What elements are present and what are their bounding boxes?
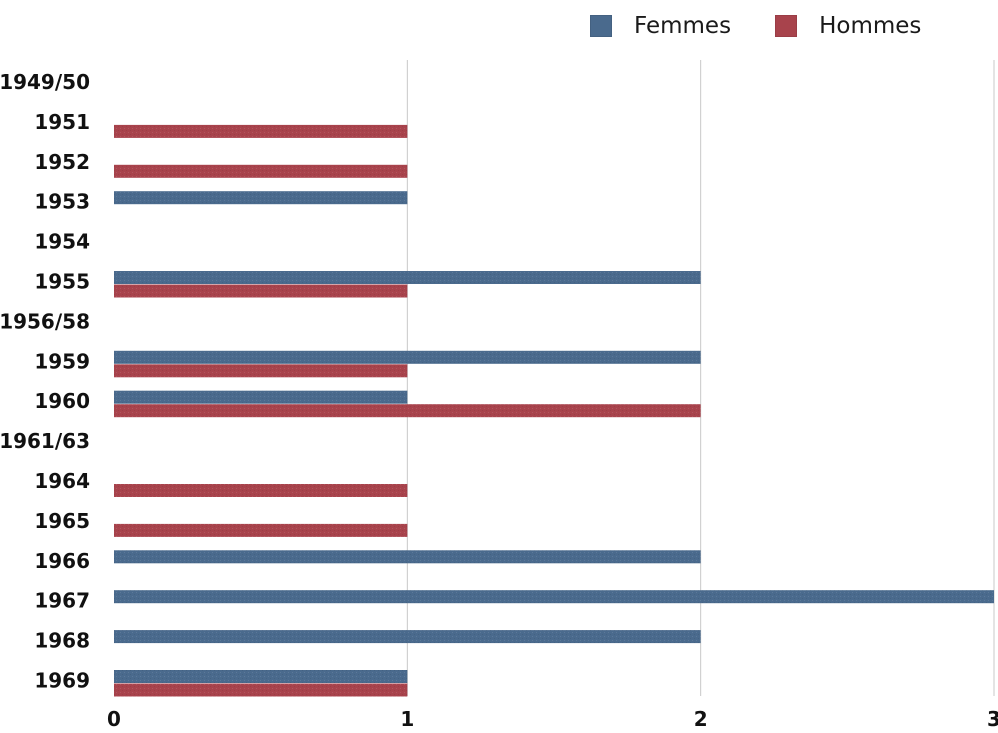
x-tick-label: 1 xyxy=(400,707,414,731)
bar-texture xyxy=(114,284,408,298)
y-tick-label: 1949/50 xyxy=(0,70,90,94)
bar-texture xyxy=(114,364,408,378)
y-tick-label: 1960 xyxy=(34,389,90,413)
y-tick-label: 1954 xyxy=(34,230,90,254)
bar-texture xyxy=(114,630,701,644)
y-tick-label: 1953 xyxy=(34,190,90,214)
bar-texture xyxy=(114,670,408,683)
y-tick-label: 1965 xyxy=(34,509,90,533)
y-axis-labels: 1949/50 1951 1952 1953 1954 1955 1956/58 1959 19… xyxy=(0,70,90,693)
legend-swatch-hommes xyxy=(775,15,798,37)
x-tick-label: 3 xyxy=(987,707,998,731)
y-tick-label: 1961/63 xyxy=(0,429,90,453)
y-tick-label: 1952 xyxy=(34,150,90,174)
bar-texture xyxy=(114,390,408,404)
bar-texture xyxy=(114,523,408,537)
bar-texture xyxy=(114,124,408,138)
y-tick-label: 1968 xyxy=(34,629,90,653)
bar-texture xyxy=(114,191,408,205)
bar-texture xyxy=(114,350,701,364)
legend-item-femmes: Femmes xyxy=(590,13,731,39)
bar-texture xyxy=(114,404,701,418)
x-tick-label: 2 xyxy=(694,707,708,731)
y-tick-label: 1959 xyxy=(34,349,90,373)
legend-label-femmes: Femmes xyxy=(634,13,732,39)
bar-texture xyxy=(114,590,994,604)
bars xyxy=(114,124,994,697)
legend: Femmes Hommes xyxy=(590,8,965,44)
y-tick-label: 1955 xyxy=(34,270,90,294)
y-tick-label: 1966 xyxy=(34,549,90,573)
legend-item-hommes: Hommes xyxy=(775,13,921,39)
bar-texture xyxy=(114,484,408,497)
bar-texture xyxy=(114,164,408,178)
legend-label-hommes: Hommes xyxy=(819,13,922,39)
legend-swatch-femmes xyxy=(590,15,612,37)
x-tick-label: 0 xyxy=(107,707,121,731)
y-tick-label: 1964 xyxy=(34,469,90,493)
bar-texture xyxy=(114,271,701,284)
x-axis-labels: 0 1 2 3 xyxy=(107,707,998,731)
y-tick-label: 1967 xyxy=(34,589,90,613)
y-tick-label: 1969 xyxy=(34,669,90,693)
bar-texture xyxy=(114,550,701,564)
y-tick-label: 1951 xyxy=(34,110,90,134)
y-tick-label: 1956/58 xyxy=(0,309,90,333)
bar-texture xyxy=(114,683,408,697)
